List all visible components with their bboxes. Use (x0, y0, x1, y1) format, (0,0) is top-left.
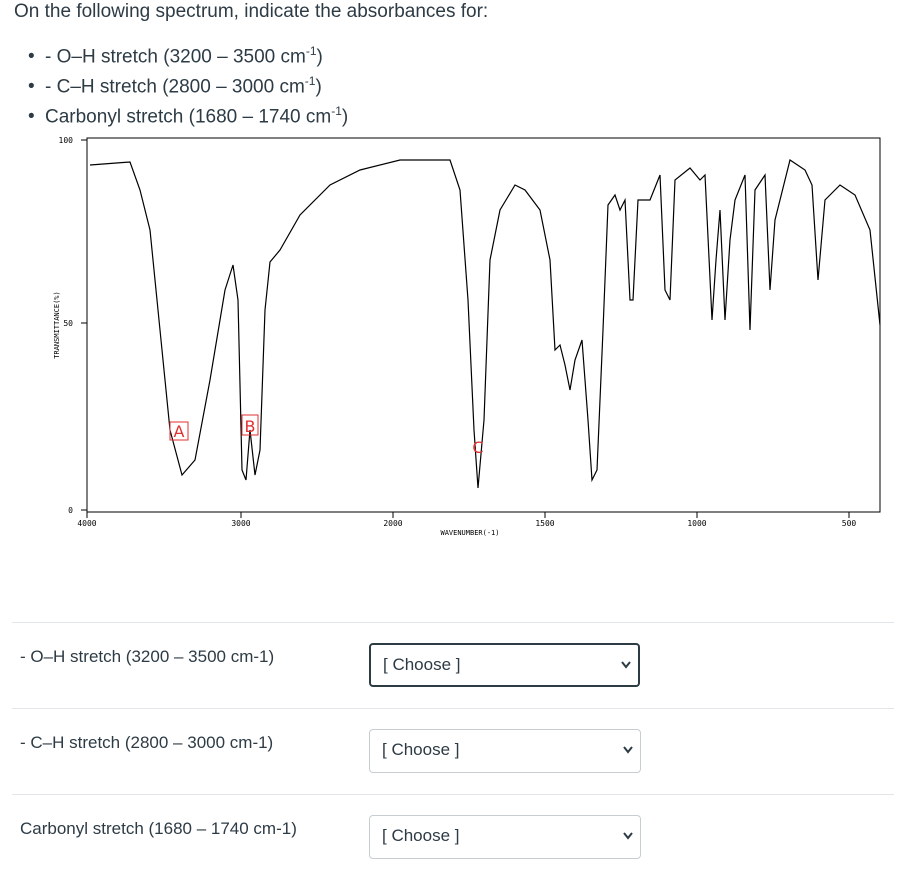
bullet: • Carbonyl stretch (1680 – 1740 cm-1) (28, 104, 349, 128)
select-text: [ Choose ] (382, 826, 460, 845)
peak-box (169, 421, 189, 441)
separator (12, 794, 894, 795)
y-axis-label: TRANSMITTANCE(%) (53, 291, 61, 358)
question-label: - O–H stretch (3200 – 3500 cm-1) (20, 647, 275, 666)
bullet-tail: ) (341, 106, 349, 128)
x-tick-label: 4000 (77, 519, 96, 528)
y-tick-label: 100 (59, 136, 74, 145)
separator (12, 708, 894, 709)
x-tick-label: 1000 (687, 519, 706, 528)
answer-select[interactable]: [ Choose ] (369, 815, 641, 859)
peak-box (241, 414, 259, 436)
sup: -1 (331, 104, 342, 118)
x-axis-label: WAVENUMBER(-1) (440, 529, 499, 537)
spectrum: 100 50 0 4000 3000 2000 1500 1000 500 WA… (53, 136, 881, 537)
y-tick-label: 0 (68, 506, 73, 515)
select-text: [ Choose ] (382, 740, 460, 759)
chevron (623, 832, 633, 840)
x-tick-label: 500 (842, 519, 857, 528)
ticks (81, 139, 850, 518)
peak-label: C (472, 438, 483, 457)
chevron (623, 746, 633, 754)
sup: -1 (305, 44, 317, 58)
bullet-tail: ) (316, 46, 323, 68)
x-tick-label: 1500 (535, 519, 554, 528)
y-tick-label: 50 (63, 319, 73, 328)
select-text: [ Choose ] (383, 655, 461, 674)
peak-label: B (245, 417, 256, 436)
title: On the following spectrum, indicate the … (14, 1, 489, 22)
separator (12, 622, 894, 623)
bullet: • - O–H stretch (3200 – 3500 cm-1) (28, 44, 323, 68)
chevron (621, 661, 631, 669)
answer-select[interactable]: [ Choose ] (369, 643, 640, 687)
bullet-text: Carbonyl stretch (1680 – 1740 cm (45, 106, 332, 128)
question-label: Carbonyl stretch (1680 – 1740 cm-1) (20, 819, 297, 838)
question-label: - C–H stretch (2800 – 3000 cm-1) (20, 733, 274, 752)
bullet-text: - C–H stretch (2800 – 3000 cm (45, 76, 305, 98)
bullet: • - C–H stretch (2800 – 3000 cm-1) (28, 74, 322, 98)
answer-select[interactable]: [ Choose ] (369, 729, 641, 773)
bullet-text: - O–H stretch (3200 – 3500 cm (45, 46, 306, 68)
peak-label: A (174, 422, 185, 441)
spectrum-curve (89, 159, 881, 489)
x-tick-label: 3000 (231, 519, 250, 528)
bullet-tail: ) (315, 76, 322, 98)
sup: -1 (304, 74, 316, 88)
x-tick-label: 2000 (383, 519, 402, 528)
